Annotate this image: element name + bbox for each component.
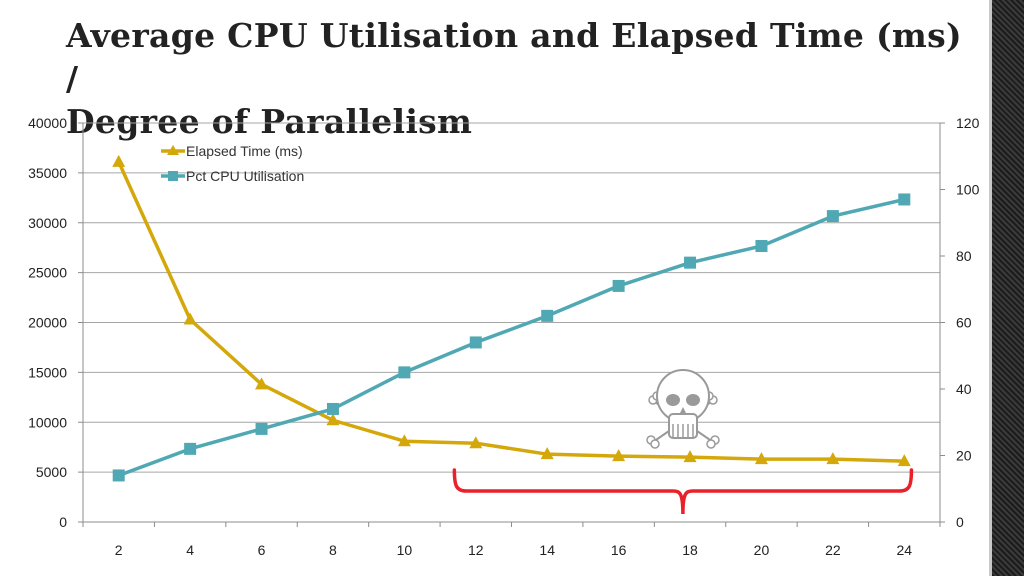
data-point-triangle xyxy=(612,449,626,462)
data-point-square xyxy=(184,442,197,455)
data-point-triangle xyxy=(326,413,340,426)
chart: 0 5000 10000 15000 20000 25000 30000 35000 40000… xyxy=(28,115,980,558)
x-tick-label: 20 xyxy=(754,542,770,558)
y-right-tick-label: 0 xyxy=(956,514,964,530)
y-right-tick-label: 100 xyxy=(956,182,980,198)
data-point-triangle xyxy=(897,454,911,467)
x-tick-label: 18 xyxy=(682,542,698,558)
legend-swatch-marker xyxy=(168,171,178,181)
y-left-tick-label: 30000 xyxy=(28,215,67,231)
title-line-1: Average CPU Utilisation and Elapsed Time… xyxy=(66,16,962,98)
y-left-tick-label: 20000 xyxy=(28,315,67,331)
x-tick-label: 2 xyxy=(115,542,123,558)
x-tick-label: 22 xyxy=(825,542,841,558)
decorative-side-strip xyxy=(989,0,1024,576)
decorative-side-line xyxy=(989,0,992,576)
y-right-tick-label: 80 xyxy=(956,248,972,264)
y-right-tick-label: 20 xyxy=(956,448,972,464)
x-tick-label: 12 xyxy=(468,542,484,558)
skull-crossbones-icon xyxy=(646,369,720,449)
data-point-triangle xyxy=(540,447,554,460)
data-point-square xyxy=(398,366,411,379)
data-point-square xyxy=(326,402,339,415)
red-brace-annotation xyxy=(452,468,914,515)
y-right-tick-label: 60 xyxy=(956,315,972,331)
y-left-tick-label: 35000 xyxy=(28,165,67,181)
data-point-triangle xyxy=(683,450,697,463)
data-point-triangle xyxy=(469,436,483,449)
data-point-square xyxy=(541,309,554,322)
data-point-square xyxy=(112,469,125,482)
x-tick-label: 10 xyxy=(397,542,413,558)
data-point-triangle xyxy=(183,312,197,325)
series-line-2 xyxy=(118,197,905,478)
x-tick-label: 24 xyxy=(897,542,913,558)
x-tick-label: 4 xyxy=(186,542,194,558)
x-tick-label: 6 xyxy=(258,542,266,558)
data-point-square xyxy=(684,256,697,269)
x-tick-label: 16 xyxy=(611,542,627,558)
data-point-square xyxy=(612,279,625,292)
legend-label: Pct CPU Utilisation xyxy=(186,168,304,184)
data-point-square xyxy=(469,336,482,349)
x-tick-label: 8 xyxy=(329,542,337,558)
data-point-triangle xyxy=(255,377,269,390)
series-line-1 xyxy=(117,161,905,463)
legend-swatch-marker xyxy=(167,145,179,155)
legend-label: Elapsed Time (ms) xyxy=(186,143,303,159)
data-point-triangle xyxy=(754,452,768,465)
y-left-tick-label: 0 xyxy=(59,514,67,530)
y-left-tick-label: 40000 xyxy=(28,115,67,131)
data-point-triangle xyxy=(112,154,126,167)
data-point-triangle xyxy=(826,452,840,465)
y-left-tick-label: 15000 xyxy=(28,364,67,380)
data-point-square xyxy=(898,193,911,206)
data-point-square xyxy=(255,422,268,435)
y-left-tick-label: 5000 xyxy=(36,464,67,480)
y-left-tick-label: 25000 xyxy=(28,265,67,281)
data-point-square xyxy=(826,210,839,223)
data-point-triangle xyxy=(397,434,411,447)
y-right-tick-label: 40 xyxy=(956,381,972,397)
y-right-tick-label: 120 xyxy=(956,115,980,131)
y-left-tick-label: 10000 xyxy=(28,414,67,430)
title-line-2: Degree of Parallelism xyxy=(66,102,473,141)
x-tick-label: 14 xyxy=(539,542,555,558)
slide-title: Average CPU Utilisation and Elapsed Time… xyxy=(66,14,966,143)
data-point-square xyxy=(755,240,768,253)
